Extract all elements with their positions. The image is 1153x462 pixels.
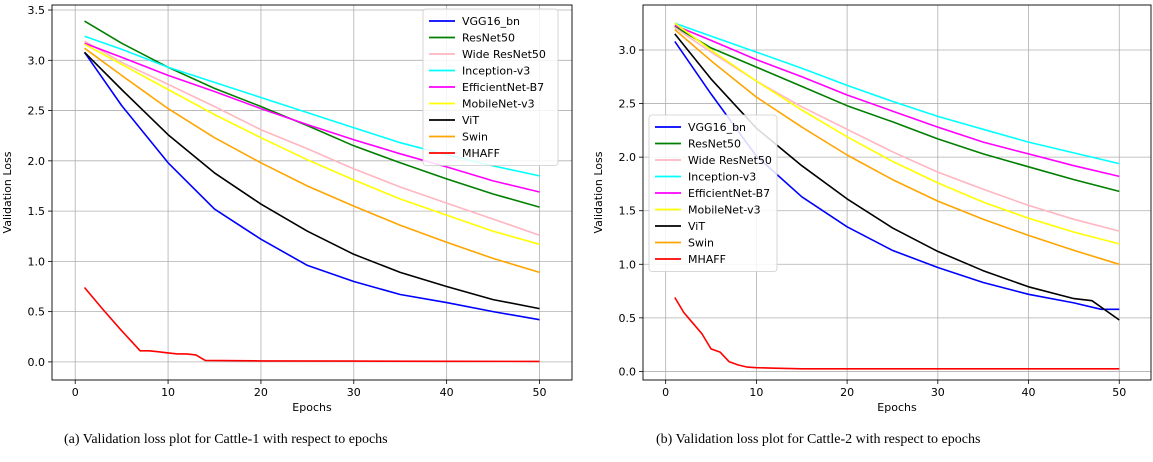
series-line-mhaff <box>83 286 540 363</box>
x-tick-label: 30 <box>931 386 945 399</box>
y-tick-label: 1.5 <box>28 205 46 218</box>
series-group <box>674 22 1120 370</box>
x-tick-label: 50 <box>1112 386 1126 399</box>
plot-frame <box>642 4 1152 381</box>
caption-cattle-2: (b) Validation loss plot for Cattle-2 wi… <box>656 432 981 447</box>
legend-box <box>422 8 559 166</box>
y-tick-label: 0.0 <box>28 356 46 369</box>
y-tick-label: 0.0 <box>619 365 637 378</box>
x-tick-label: 40 <box>440 386 454 399</box>
x-tick-label: 50 <box>533 386 547 399</box>
y-tick-label: 3.5 <box>28 4 46 17</box>
plot-cattle-1: 0 10 20 30 40 50 0.0 0.5 1.0 1.5 2.0 2.5 3.0 3.5 Epoch… <box>1 4 573 414</box>
legend-label-vgg16-bn: VGG16_bn <box>462 15 520 28</box>
y-tick-label: 2.0 <box>619 151 637 164</box>
x-tick-label: 10 <box>749 386 763 399</box>
y-tick-label: 1.0 <box>619 258 637 271</box>
y-axis-label: Validation Loss <box>592 151 605 233</box>
y-axis-label: Validation Loss <box>1 151 14 233</box>
x-axis-label: Epochs <box>877 401 917 414</box>
x-tick-label: 40 <box>1022 386 1036 399</box>
series-line-vgg16-bn <box>83 51 540 321</box>
x-axis-label: Epochs <box>292 401 332 414</box>
series-line-swin <box>674 28 1120 266</box>
series-line-vit <box>83 51 540 310</box>
plot-frame <box>51 4 573 381</box>
series-line-resnet50 <box>84 20 540 208</box>
legend-box <box>648 114 778 272</box>
legend-label-wide-resnet50: Wide ResNet50 <box>688 154 772 167</box>
y-tick-label: 0.5 <box>619 312 637 325</box>
legend-label-inception-v3: Inception-v3 <box>462 65 530 78</box>
legend-label-mhaff: MHAFF <box>462 147 500 160</box>
legend-label-resnet50: ResNet50 <box>462 32 515 45</box>
legend-label-mhaff: MHAFF <box>688 253 726 266</box>
x-tick-label: 30 <box>347 386 361 399</box>
legend-label-resnet50: ResNet50 <box>688 138 741 151</box>
y-tick-label: 2.5 <box>619 98 637 111</box>
series-line-efficientnet-b7 <box>84 42 540 193</box>
legend-label-vit: ViT <box>462 114 479 127</box>
y-tick-label: 0.5 <box>28 306 46 319</box>
y-tick-label: 1.0 <box>28 255 46 268</box>
legend-label-vit: ViT <box>688 220 705 233</box>
legend-label-swin: Swin <box>688 237 714 250</box>
y-tick-label: 3.0 <box>619 44 637 57</box>
x-tick-label: 20 <box>840 386 854 399</box>
y-tick-label: 1.5 <box>619 205 637 218</box>
series-line-mhaff <box>674 297 1120 370</box>
x-tick-label: 0 <box>72 386 79 399</box>
legend-label-inception-v3: Inception-v3 <box>688 171 756 184</box>
caption-cattle-1: (a) Validation loss plot for Cattle-1 wi… <box>64 432 388 447</box>
plot-cattle-2: 0 10 20 30 40 50 0.0 0.5 1.0 1.5 2.0 2.5 3.0 Epochs Va… <box>592 4 1152 414</box>
series-line-resnet50 <box>674 25 1120 193</box>
legend: VGG16_bn ResNet50 Wide ResNet50 Inception-v… <box>648 114 778 272</box>
legend-label-swin: Swin <box>462 131 488 144</box>
series-line-mobilenet-v3 <box>84 43 540 246</box>
legend-label-vgg16-bn: VGG16_bn <box>688 121 746 134</box>
series-line-mobilenet-v3 <box>674 22 1120 245</box>
legend-label-mobilenet-v3: MobileNet-v3 <box>462 98 535 111</box>
legend-label-efficientnet-b7: EfficientNet-B7 <box>688 187 770 200</box>
series-line-swin <box>84 47 540 274</box>
x-tick-label: 10 <box>161 386 175 399</box>
legend-label-efficientnet-b7: EfficientNet-B7 <box>462 81 544 94</box>
x-tick-label: 0 <box>662 386 669 399</box>
legend: VGG16_bn ResNet50 Wide ResNet50 Inception-v… <box>422 8 559 166</box>
series-group <box>83 20 540 363</box>
series-line-inception-v3 <box>674 22 1120 165</box>
y-tick-label: 2.0 <box>28 155 46 168</box>
series-line-efficientnet-b7 <box>674 24 1120 178</box>
legend-label-mobilenet-v3: MobileNet-v3 <box>688 204 761 217</box>
legend-label-wide-resnet50: Wide ResNet50 <box>462 48 546 61</box>
y-tick-label: 2.5 <box>28 105 46 118</box>
y-tick-label: 3.0 <box>28 54 46 67</box>
series-line-wide-resnet50 <box>84 40 540 236</box>
x-tick-label: 20 <box>254 386 268 399</box>
